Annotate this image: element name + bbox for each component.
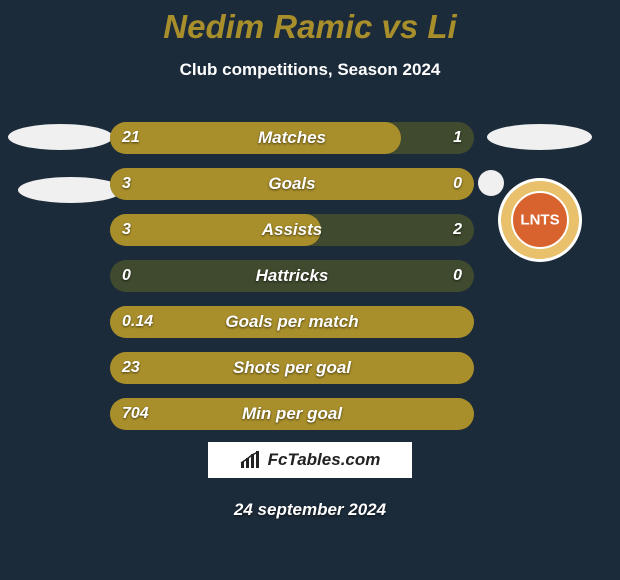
stat-row-goals: Goals3 0: [110, 168, 474, 200]
stat-value-left: 21: [122, 122, 140, 154]
site-logo: FcTables.com: [208, 442, 412, 478]
stat-value-right: 0: [453, 168, 462, 200]
stat-value-left: 3: [122, 168, 131, 200]
stat-row-min-per-goal: Min per goal704: [110, 398, 474, 430]
comparison-infographic: Nedim Ramic vs Li Club competitions, Sea…: [0, 0, 620, 580]
stat-row-assists: Assists3 2: [110, 214, 474, 246]
stat-label: Min per goal: [110, 398, 474, 430]
player-right-badge-2: [478, 170, 504, 196]
stat-row-goals-per-match: Goals per match0.14: [110, 306, 474, 338]
stat-value-left: 3: [122, 214, 131, 246]
stat-label: Hattricks: [110, 260, 474, 292]
page-title: Nedim Ramic vs Li: [0, 0, 620, 46]
stat-label: Goals per match: [110, 306, 474, 338]
player-left-badge-2: [18, 177, 123, 203]
stat-label: Assists: [110, 214, 474, 246]
stat-row-shots-per-goal: Shots per goal23: [110, 352, 474, 384]
chart-icon: [240, 451, 262, 469]
stat-value-right: 2: [453, 214, 462, 246]
stat-value-right: 1: [453, 122, 462, 154]
infographic-date: 24 september 2024: [234, 500, 386, 520]
player-right-badge-1: [487, 124, 592, 150]
stat-value-left: 23: [122, 352, 140, 384]
site-logo-text: FcTables.com: [268, 450, 381, 470]
stat-row-matches: Matches21 1: [110, 122, 474, 154]
club-logo-text: LNTS: [498, 213, 582, 228]
stat-bars: Matches211Goals30Assists32Hattricks00Goa…: [110, 122, 474, 444]
player-left-badge-1: [8, 124, 113, 150]
stat-value-right: 0: [453, 260, 462, 292]
stat-value-left: 0.14: [122, 306, 153, 338]
stat-row-hattricks: Hattricks0 0: [110, 260, 474, 292]
stat-value-left: 0: [122, 260, 131, 292]
stat-label: Shots per goal: [110, 352, 474, 384]
stat-label: Matches: [110, 122, 474, 154]
stat-label: Goals: [110, 168, 474, 200]
page-subtitle: Club competitions, Season 2024: [0, 60, 620, 80]
club-logo-right: LNTS: [498, 178, 582, 262]
stat-value-left: 704: [122, 398, 149, 430]
